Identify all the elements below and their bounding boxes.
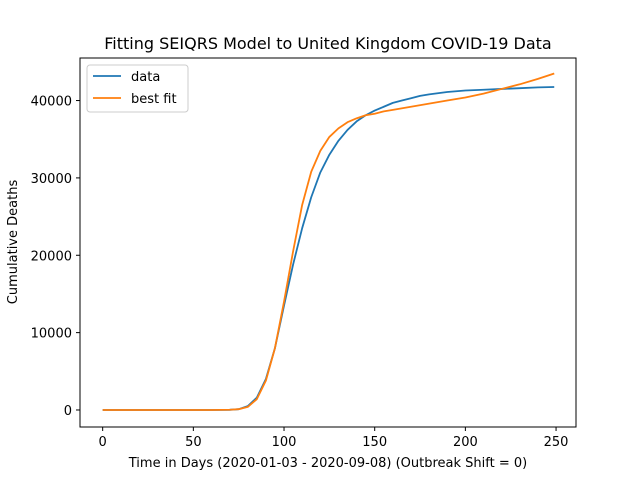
legend-label: data	[131, 70, 160, 85]
x-axis-label: Time in Days (2020-01-03 - 2020-09-08) (…	[128, 456, 527, 471]
y-axis-label: Cumulative Deaths	[6, 180, 21, 305]
x-tick-label: 200	[453, 435, 478, 450]
legend: data best fit	[86, 64, 189, 113]
x-tick-label: 50	[185, 435, 202, 450]
y-tick-label: 10000	[31, 327, 72, 342]
x-tick-label: 250	[544, 435, 569, 450]
y-tick-label: 30000	[31, 172, 72, 187]
chart-title: Fitting SEIQRS Model to United Kingdom C…	[104, 34, 551, 53]
series-line-best-fit	[102, 72, 555, 411]
y-tick-label: 40000	[31, 95, 72, 110]
x-tick-label: 100	[272, 435, 297, 450]
legend-label: best fit	[131, 92, 177, 107]
x-tick-label: 150	[362, 435, 387, 450]
plot-frame	[79, 57, 577, 428]
y-tick-label: 20000	[31, 249, 72, 264]
y-tick-label: 0	[64, 404, 72, 419]
x-tick-label: 0	[99, 435, 107, 450]
